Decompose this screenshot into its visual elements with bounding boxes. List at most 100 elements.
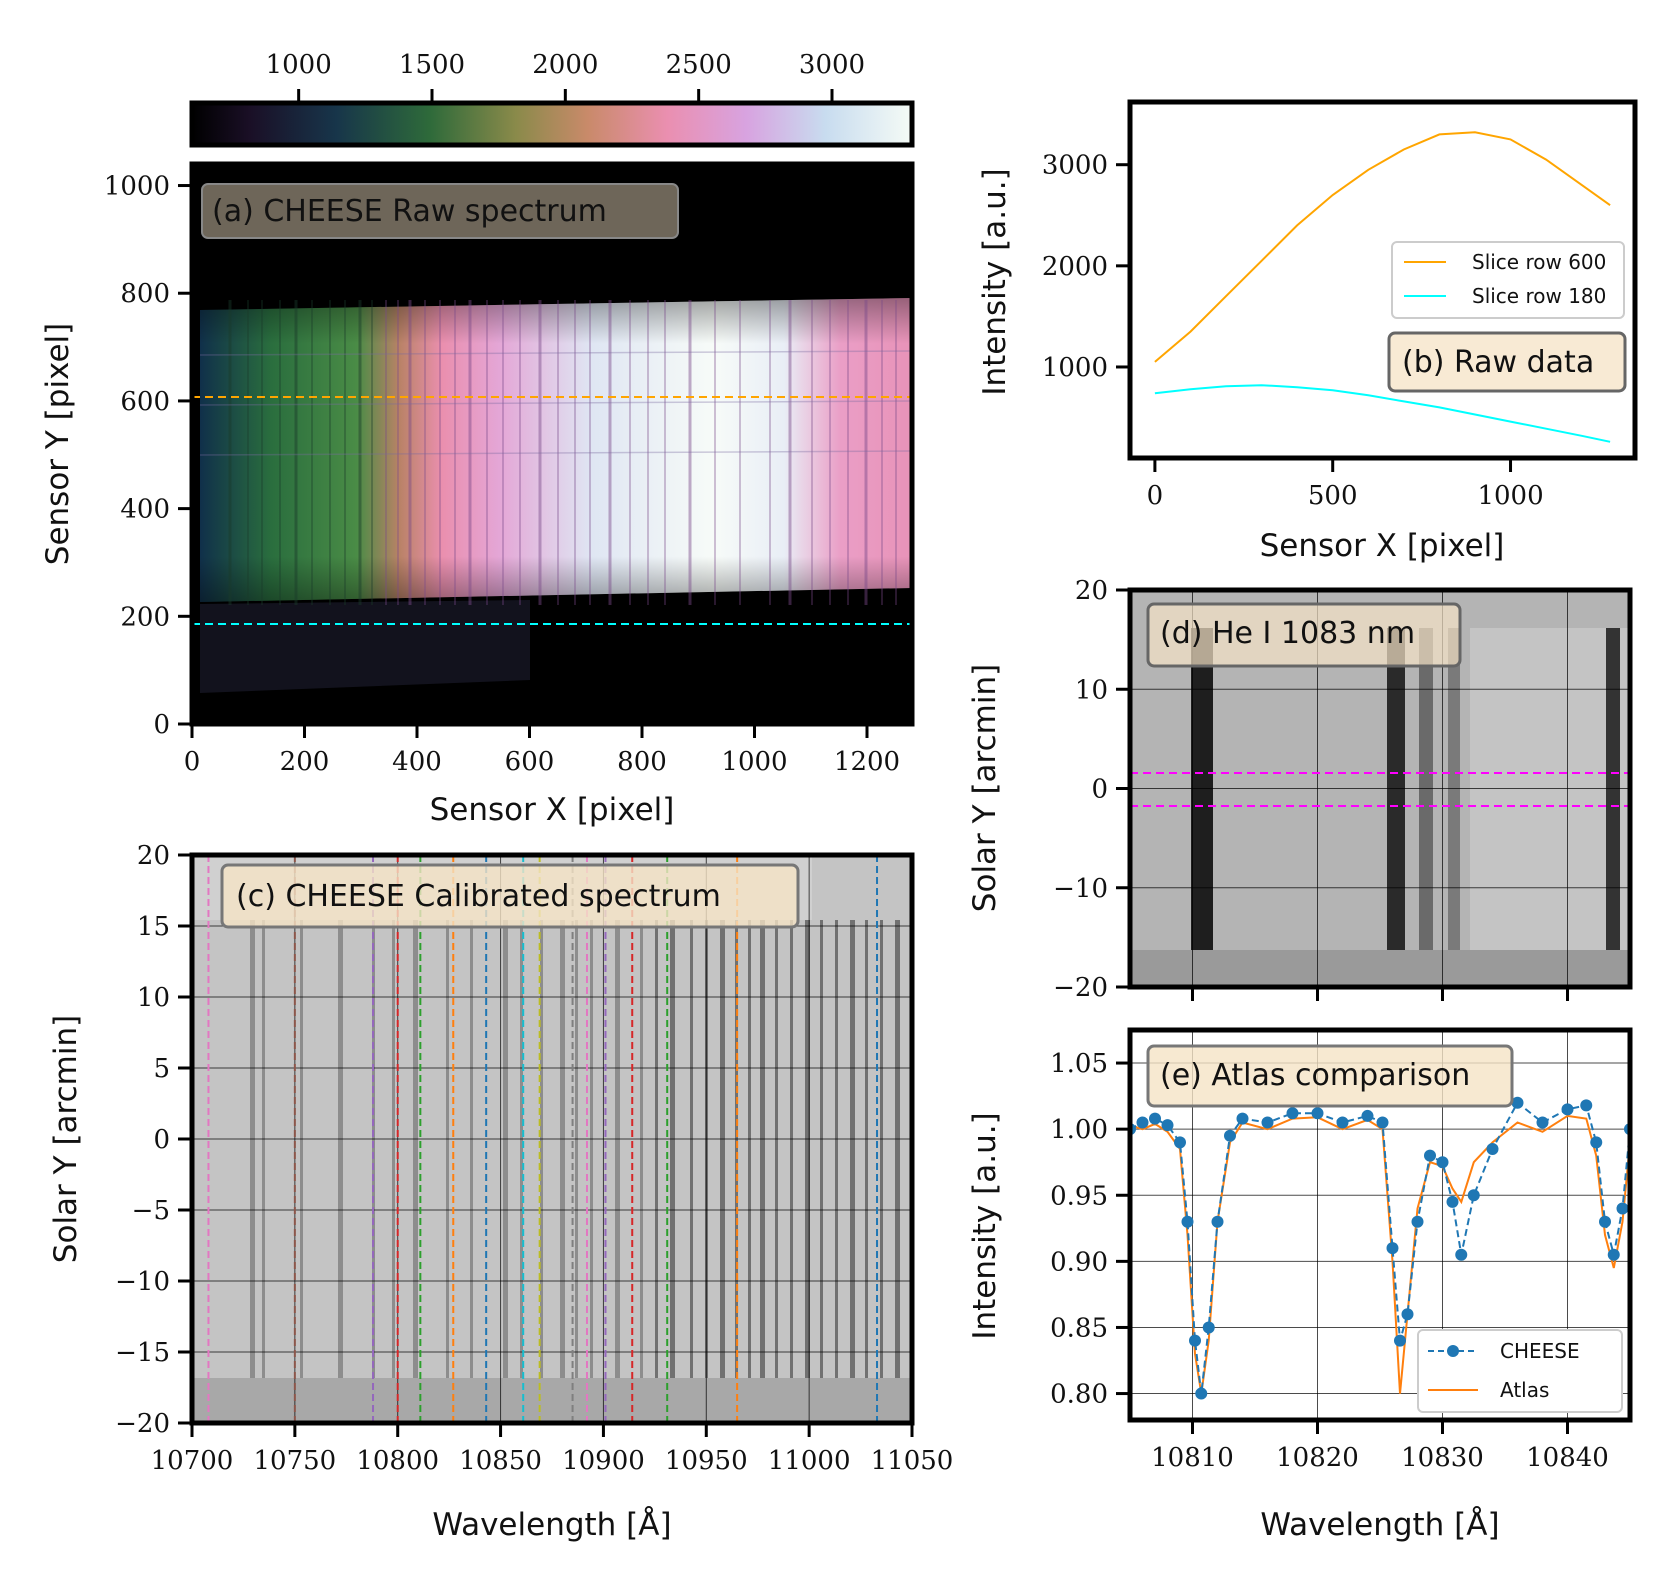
panel-b-axes: 0 500 1000 1000 2000 3000: [1042, 151, 1544, 511]
panel-c-frame: [189, 852, 915, 1426]
cheese-point: [1424, 1149, 1436, 1162]
panel-a-xlabel: Sensor X [pixel]: [430, 792, 675, 828]
absorption-line: [262, 920, 265, 1378]
x-tick-label: 10700: [151, 1446, 234, 1476]
panel-c-title-box: (c) CHEESE Calibrated spectrum: [220, 863, 800, 929]
cheese-point: [1195, 1387, 1208, 1400]
cheese-point: [1599, 1215, 1611, 1228]
cheese-point: [1580, 1099, 1593, 1112]
cheese-point: [1467, 1189, 1480, 1202]
y-tick-label: 10: [137, 983, 170, 1013]
panel-e-ylabel: Intensity [a.u.]: [967, 1112, 1003, 1339]
colorbar-gradient: [189, 100, 915, 148]
absorption-line: [760, 920, 765, 1378]
panel-b-xlabel: Sensor X [pixel]: [1260, 528, 1505, 564]
y-tick-label: 0: [153, 710, 170, 740]
absorption-line: [805, 920, 810, 1378]
absorption-line: [250, 920, 255, 1378]
absorption-line: [670, 920, 675, 1378]
cheese-point: [1286, 1107, 1299, 1120]
y-tick-label: 10: [1075, 675, 1108, 705]
panel-e-cheese-markers: [1130, 1096, 1630, 1400]
panel-e-axes: 10810 10820 10830 10840 1.05 1.00 0.95 0.90 0.85…: [1050, 1049, 1609, 1473]
legend-marker-cheese: [1447, 1345, 1459, 1357]
absorption-line: [503, 920, 508, 1378]
x-tick-label: 10810: [1151, 1443, 1234, 1473]
panel-d-axes: 20 10 0 −10 −20: [1053, 576, 1569, 1003]
fringe-line: [199, 400, 913, 406]
cheese-point: [1181, 1215, 1194, 1228]
absorption-line: [413, 920, 418, 1378]
legend-label-row-600: Slice row 600: [1472, 250, 1606, 274]
x-tick-label: 500: [1308, 481, 1358, 511]
y-tick-label: 1000: [104, 172, 170, 202]
legend-label-atlas: Atlas: [1500, 1378, 1549, 1402]
y-tick-label: −20: [115, 1409, 170, 1439]
absorption-line: [300, 920, 303, 1378]
panel-c-xlabel: Wavelength [Å]: [432, 1507, 671, 1543]
panel-e-series-atlas: [1130, 1114, 1630, 1394]
absorption-line: [865, 920, 868, 1378]
y-tick-label: 0.80: [1050, 1380, 1108, 1410]
panel-d-bright-region: [1470, 628, 1630, 970]
colorbar-ticks: 1000 1500 2000 2500 3000: [266, 50, 865, 101]
cheese-point: [1311, 1107, 1324, 1120]
cheese-point: [1436, 1156, 1449, 1169]
panel-d-ylabel: Solar Y [arcmin]: [967, 664, 1003, 912]
absorption-line: [748, 920, 751, 1378]
y-tick-label: −10: [1053, 874, 1108, 904]
absorption-line: [720, 920, 725, 1378]
cheese-point: [1224, 1129, 1236, 1142]
y-tick-label: 3000: [1042, 151, 1108, 181]
x-tick-label: 0: [184, 747, 201, 777]
cheese-point: [1376, 1116, 1389, 1129]
legend-label-row-180: Slice row 180: [1472, 284, 1606, 308]
x-tick-label: 800: [617, 747, 667, 777]
panel-c-lower-unexposed-band: [192, 1378, 912, 1423]
x-tick-label: 10850: [459, 1446, 542, 1476]
x-tick-label: 10830: [1401, 1443, 1484, 1473]
cheese-point: [1486, 1142, 1499, 1155]
absorption-line: [690, 920, 693, 1378]
absorption-line: [640, 920, 643, 1378]
absorption-line: [372, 920, 375, 1378]
panel-a-lower-faint-region: [200, 600, 530, 693]
panel-c-reference-lines: [207, 855, 879, 1423]
cheese-point: [1261, 1116, 1274, 1129]
colorbar-tick-label: 1500: [399, 50, 465, 80]
cheese-point: [1590, 1136, 1603, 1149]
cheese-point: [1361, 1109, 1374, 1122]
absorption-line: [850, 920, 855, 1378]
y-tick-label: 400: [120, 495, 170, 525]
absorption-line: [540, 920, 543, 1378]
cheese-point: [1446, 1195, 1459, 1208]
panel-b-series-row-180: [1154, 384, 1611, 443]
x-tick-label: 11050: [871, 1446, 954, 1476]
y-tick-label: 0.90: [1050, 1247, 1108, 1277]
panel-b-legend: Slice row 600 Slice row 180: [1391, 241, 1625, 319]
absorption-line: [775, 920, 778, 1378]
cheese-point: [1386, 1242, 1399, 1255]
y-tick-label: 0: [153, 1125, 170, 1155]
absorption-line: [790, 920, 793, 1378]
cheese-point: [1511, 1096, 1524, 1109]
cheese-point: [1411, 1215, 1424, 1228]
x-tick-label: 10950: [665, 1446, 748, 1476]
y-tick-label: 800: [120, 279, 170, 309]
panel-a-title: (a) CHEESE Raw spectrum: [212, 194, 607, 229]
x-tick-label: 11000: [768, 1446, 851, 1476]
legend-label-cheese: CHEESE: [1500, 1339, 1580, 1363]
y-tick-label: 0: [1091, 775, 1108, 805]
absorption-line: [392, 920, 395, 1378]
x-tick-label: 200: [280, 747, 330, 777]
y-tick-label: 1.00: [1050, 1115, 1108, 1145]
cheese-point: [1211, 1215, 1224, 1228]
panel-c-ylabel: Solar Y [arcmin]: [48, 1015, 84, 1263]
panel-e-title: (e) Atlas comparison: [1160, 1058, 1470, 1093]
x-tick-label: 1200: [834, 747, 900, 777]
panel-b-frame: [1127, 99, 1638, 461]
y-tick-label: −15: [115, 1338, 170, 1368]
colorbar: 1000 1500 2000 2500 3000: [189, 50, 915, 148]
panel-a: (a) CHEESE Raw spectrum 0 200 400 600 800 100…: [40, 161, 915, 828]
